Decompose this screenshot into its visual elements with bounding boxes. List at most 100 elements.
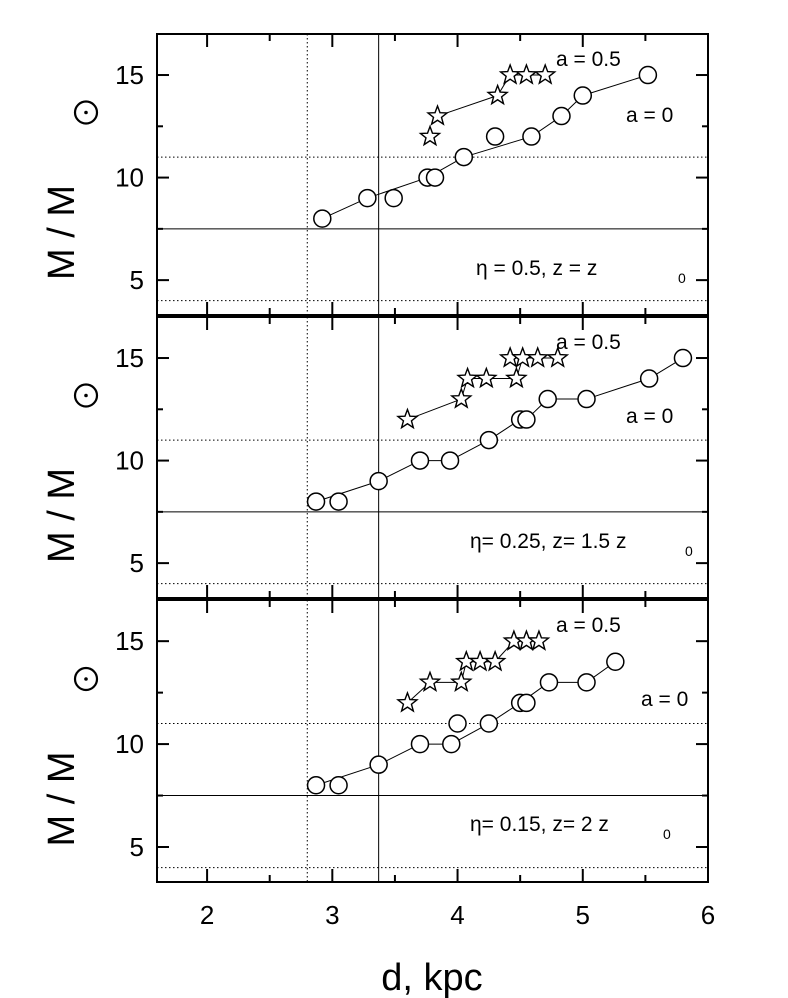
y-tick-label: 15 <box>115 60 144 90</box>
data-point-circle <box>410 451 430 470</box>
data-point-circle <box>577 673 596 692</box>
data-point-circle <box>410 734 430 754</box>
data-point-circle <box>479 714 499 733</box>
data-point-circle <box>479 430 499 450</box>
series-line-a0 <box>463 136 532 158</box>
y-tick-label: 10 <box>115 163 144 193</box>
data-point-star <box>418 124 442 147</box>
panel-1: 5 10 15 M / M a = 0.5 a = 0 η = 0.5, z = z 0 <box>41 33 709 316</box>
data-point-circle <box>440 451 460 470</box>
data-point-circle <box>517 410 536 429</box>
data-point-star <box>418 670 442 693</box>
data-point-star <box>468 649 492 672</box>
data-point-star <box>396 690 419 713</box>
series-line-a0 <box>315 480 379 503</box>
data-point-circle <box>313 209 332 228</box>
data-point-star <box>426 104 449 126</box>
plot-frame <box>156 599 709 883</box>
series-line-a0 <box>315 764 379 786</box>
data-point-circle <box>329 776 348 795</box>
data-point-circle <box>369 755 388 774</box>
x-tick-label: 4 <box>450 900 464 930</box>
panel-annotation-subscript: 0 <box>663 826 671 842</box>
y-axis-label: M / M <box>41 752 83 847</box>
data-point-star <box>486 83 510 106</box>
panel-2: 5 10 15 M / M a = 0.5 a = 0 η= 0.25, z= 1.5 z 0 <box>41 316 709 599</box>
data-point-star <box>449 387 473 409</box>
sun-symbol <box>73 666 99 692</box>
data-point-circle <box>306 492 326 511</box>
label-a-0: a = 0 <box>626 405 673 428</box>
data-point-circle <box>454 147 474 167</box>
data-point-circle <box>485 127 505 146</box>
label-a-0: a = 0 <box>626 104 673 127</box>
data-point-circle <box>384 188 403 208</box>
data-point-circle <box>573 86 593 105</box>
data-point-circle <box>448 714 467 733</box>
data-point-star <box>456 366 479 389</box>
label-a-0: a = 0 <box>641 688 688 711</box>
data-point-circle <box>442 734 461 754</box>
x-tick-label: 3 <box>325 900 339 930</box>
sun-symbol <box>73 100 99 125</box>
label-a-0-5: a = 0.5 <box>556 614 621 637</box>
y-tick-label: 5 <box>130 832 144 862</box>
data-point-circle <box>369 471 388 491</box>
data-point-circle <box>606 652 625 672</box>
data-point-circle <box>522 127 541 146</box>
series-line-a0 <box>367 177 428 199</box>
data-point-star <box>504 366 528 389</box>
data-point-star <box>546 346 570 368</box>
y-tick-label: 10 <box>115 446 144 476</box>
x-axis-label: d, kpc <box>381 957 482 998</box>
panel-annotation: η= 0.15, z= 2 z <box>470 813 609 836</box>
data-point-circle <box>639 369 659 388</box>
plot-frame <box>156 33 709 316</box>
data-point-star <box>449 670 473 693</box>
panel-annotation: η= 0.25, z= 1.5 z <box>470 530 626 553</box>
sun-symbol <box>73 383 99 408</box>
data-point-circle <box>673 348 693 368</box>
label-a-0-5: a = 0.5 <box>556 48 621 71</box>
sun-symbol-dot <box>84 677 88 681</box>
y-tick-label: 15 <box>115 626 144 656</box>
data-point-circle <box>638 65 658 85</box>
data-point-circle <box>329 492 348 511</box>
data-point-star <box>396 407 419 430</box>
data-point-circle <box>358 188 377 208</box>
x-tick-label: 6 <box>701 900 715 930</box>
label-a-0-5: a = 0.5 <box>556 331 621 354</box>
x-tick-label: 5 <box>576 900 590 930</box>
data-point-star <box>483 649 507 672</box>
panel-annotation: η = 0.5, z = z <box>476 257 597 280</box>
data-point-star <box>527 629 551 651</box>
data-point-circle <box>517 693 536 713</box>
data-point-circle <box>577 389 596 409</box>
data-point-circle <box>425 168 445 187</box>
y-tick-label: 5 <box>130 265 144 295</box>
plot-frame <box>156 316 709 599</box>
y-tick-label: 5 <box>130 548 144 578</box>
x-tick-label: 2 <box>200 900 214 930</box>
y-tick-label: 10 <box>115 729 144 759</box>
panel-annotation-subscript: 0 <box>685 543 693 559</box>
data-point-star <box>511 346 535 368</box>
sun-symbol-dot <box>84 110 88 115</box>
data-point-circle <box>306 776 326 795</box>
data-point-star <box>533 63 557 85</box>
data-point-circle <box>552 106 571 126</box>
y-axis-label: M / M <box>41 185 83 280</box>
data-point-star <box>515 63 538 85</box>
panel-3: 5 10 15 M / M a = 0.5 a = 0 η= 0.15, z= 2 z 0 <box>41 599 709 883</box>
data-point-star <box>526 346 550 368</box>
data-point-star <box>474 366 498 389</box>
y-tick-label: 15 <box>115 343 144 373</box>
data-point-star <box>498 63 522 85</box>
series-line-a0 <box>582 74 649 97</box>
series-line-a0 <box>586 378 650 400</box>
y-axis-label: M / M <box>41 468 83 563</box>
sun-symbol-dot <box>84 393 88 398</box>
data-point-circle <box>539 673 559 692</box>
panel-annotation-subscript: 0 <box>678 270 686 286</box>
